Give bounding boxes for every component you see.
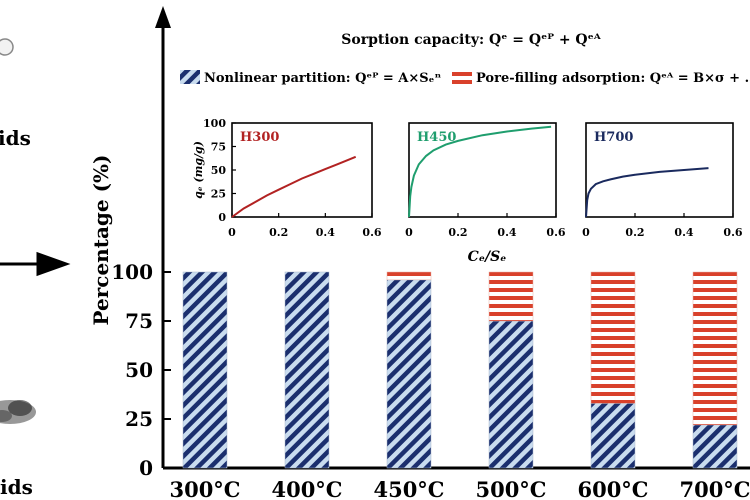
bar-pore-filling <box>692 271 738 426</box>
inset-y-axis-label: qₑ (mg/g) <box>192 141 205 199</box>
inset-h700: 0 0.2 0.4 0.6 H700 <box>582 122 743 239</box>
bar-pore-filling <box>386 271 432 281</box>
left-panel-label-top: ids <box>0 126 31 150</box>
bar-partition <box>386 279 432 469</box>
y-tick-label: 0 <box>139 456 153 480</box>
bar-partition <box>182 271 228 469</box>
inset-y-tick-label: 0 <box>218 211 226 224</box>
inset-frame <box>585 122 734 218</box>
x-category-label: 400°C <box>271 477 342 500</box>
bar-partition <box>692 424 738 469</box>
inset-x-tick-label: 0 <box>228 226 236 239</box>
inset-x-tick-label: 0.2 <box>448 226 467 239</box>
legend-label-partition: Nonlinear partition: Qᵉᴾ = A×Sₑⁿ <box>204 71 441 86</box>
legend-label-pore-filling: Pore-filling adsorption: Qᵉᴬ = B×σ + … <box>476 71 750 86</box>
y-tick-label: 25 <box>125 407 153 431</box>
inset-x-tick-label: 0.2 <box>269 226 288 239</box>
inset-x-tick-label: 0.6 <box>546 226 565 239</box>
inset-curve <box>585 167 709 218</box>
inset-curve <box>408 125 552 218</box>
inset-title: H700 <box>594 130 633 145</box>
x-category-label: 300°C <box>169 477 240 500</box>
inset-x-tick-label: 0 <box>405 226 413 239</box>
inset-h450: 0 0.2 0.4 0.6 H450 <box>405 122 566 239</box>
process-arrow-icon <box>0 251 71 277</box>
left-panel-sphere <box>0 38 14 56</box>
bar-pore-filling <box>488 271 534 322</box>
main-y-axis-label: Percentage (%) <box>89 154 113 325</box>
y-axis-arrow-icon <box>155 6 171 28</box>
x-category-label: 700°C <box>679 477 750 500</box>
inset-y-tick-label: 25 <box>211 188 226 201</box>
inset-h300: 0 0.2 0.4 0.6 0 25 50 75 100 qₑ (mg/g) H300 <box>192 117 382 239</box>
inset-x-tick-label: 0.2 <box>625 226 644 239</box>
inset-x-tick-label: 0.4 <box>497 226 516 239</box>
bar-partition <box>590 403 636 469</box>
inset-curve <box>231 155 357 218</box>
x-category-label: 500°C <box>475 477 546 500</box>
bar-partition <box>284 271 330 469</box>
inset-y-tick-label: 100 <box>203 117 226 130</box>
x-category-label: 450°C <box>373 477 444 500</box>
stacked-bar-chart: 0 25 50 75 100 300°C 400°C 450°C 500°C 600°C 700°C <box>111 260 750 500</box>
y-tick-label: 50 <box>125 358 153 382</box>
bar-pore-filling <box>590 271 636 404</box>
inset-x-tick-label: 0.6 <box>362 226 381 239</box>
inset-title: H450 <box>417 130 456 145</box>
inset-x-axis-label: Cₑ/Sₑ <box>468 249 507 265</box>
inset-x-tick-label: 0.6 <box>723 226 742 239</box>
inset-y-tick-label: 75 <box>211 141 226 154</box>
inset-frame <box>408 122 557 218</box>
left-panel-particle-cluster <box>0 400 36 424</box>
inset-title: H300 <box>240 130 279 145</box>
inset-x-tick-label: 0 <box>582 226 590 239</box>
x-category-label: 600°C <box>577 477 648 500</box>
y-tick-label: 100 <box>111 260 153 284</box>
inset-y-tick-label: 50 <box>211 164 227 177</box>
bar-partition <box>488 320 534 469</box>
sorption-equation: Sorption capacity: Qᵉ = Qᵉᴾ + Qᵉᴬ <box>341 32 601 48</box>
left-panel-label-bottom: ids <box>0 475 33 499</box>
legend-swatch-pore-filling <box>452 70 472 84</box>
inset-x-tick-label: 0.4 <box>316 226 335 239</box>
inset-x-tick-label: 0.4 <box>674 226 693 239</box>
legend-swatch-partition <box>180 70 200 84</box>
y-tick-label: 75 <box>125 309 153 333</box>
